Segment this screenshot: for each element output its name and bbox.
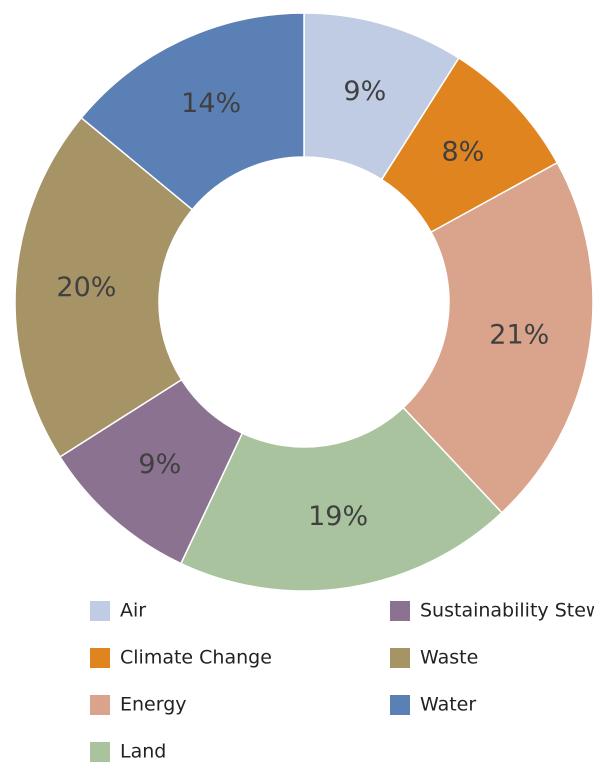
data-label: 14% xyxy=(181,88,241,119)
legend-swatch xyxy=(390,695,410,715)
legend-swatch xyxy=(90,742,110,762)
legend-label: Water xyxy=(420,694,476,716)
data-label: 9% xyxy=(343,76,386,107)
legend-label: Waste xyxy=(420,647,478,669)
data-label: 8% xyxy=(441,136,484,167)
legend-swatch xyxy=(90,601,110,621)
legend-label: Sustainability Stewardship xyxy=(420,600,594,622)
data-label: 9% xyxy=(138,449,181,480)
data-label: 19% xyxy=(308,501,368,532)
legend-label: Land xyxy=(120,741,166,763)
legend-label: Air xyxy=(120,600,146,622)
legend-label: Energy xyxy=(120,694,187,716)
slice xyxy=(80,12,305,211)
legend-swatch xyxy=(90,648,110,668)
legend-label: Climate Change xyxy=(120,647,272,669)
slice xyxy=(402,161,594,514)
data-label: 21% xyxy=(489,320,549,351)
slice xyxy=(14,116,194,458)
data-label: 20% xyxy=(56,272,116,303)
legend-swatch xyxy=(390,648,410,668)
legend-swatch xyxy=(390,601,410,621)
legend-swatch xyxy=(90,695,110,715)
slice xyxy=(179,406,503,592)
